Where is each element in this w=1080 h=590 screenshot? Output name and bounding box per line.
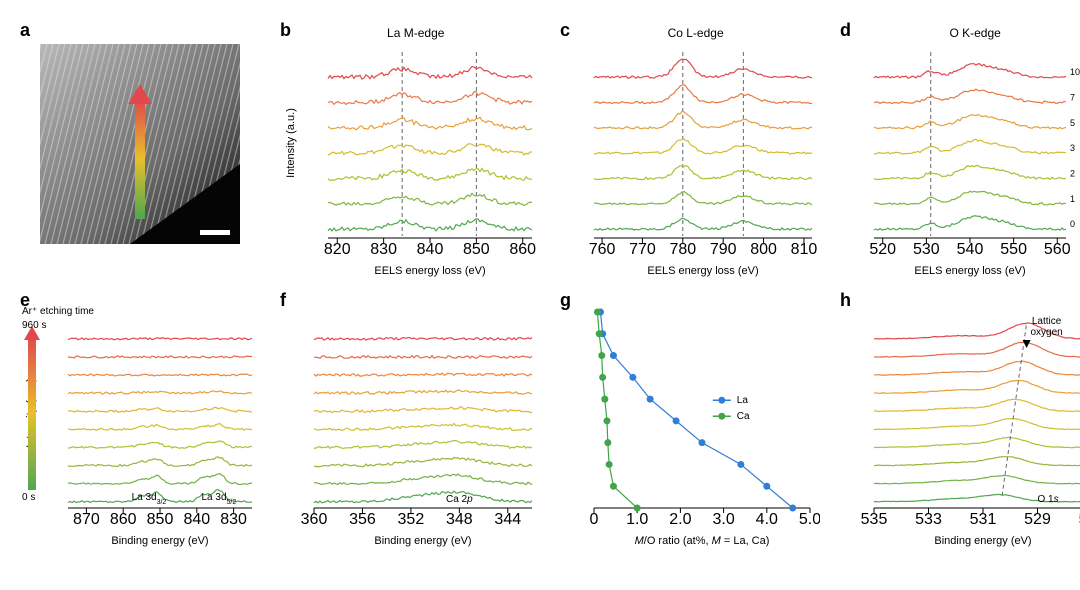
panel-b: b La M-edge 820 830 840 850 860 EELS energy l…	[280, 20, 540, 280]
panel-label-b: b	[280, 20, 291, 41]
svg-text:529: 529	[1024, 511, 1051, 528]
svg-text:3.0: 3.0	[712, 511, 734, 528]
svg-text:EELS energy loss (eV): EELS energy loss (eV)	[914, 265, 1025, 277]
svg-text:La 3d5/2: La 3d5/2	[201, 492, 236, 506]
svg-text:760: 760	[589, 241, 616, 258]
svg-text:830: 830	[220, 511, 247, 528]
svg-text:Ar⁺ etching time: Ar⁺ etching time	[22, 306, 94, 317]
svg-text:810: 810	[791, 241, 818, 258]
svg-text:2: 2	[1070, 168, 1075, 178]
svg-text:Ca 2p: Ca 2p	[446, 494, 473, 505]
svg-text:770: 770	[629, 241, 656, 258]
scale-bar	[200, 230, 230, 235]
svg-text:530: 530	[913, 241, 940, 258]
panel-a: a	[20, 20, 260, 280]
panel-h: h 535533531529527Binding energy (eV)Latt…	[840, 290, 1080, 550]
panel-label-e: e	[20, 290, 30, 311]
panel-label-d: d	[840, 20, 851, 41]
svg-text:EELS energy loss (eV): EELS energy loss (eV)	[647, 265, 758, 277]
svg-text:830: 830	[370, 241, 397, 258]
svg-text:520: 520	[869, 241, 896, 258]
svg-text:7: 7	[1070, 92, 1075, 102]
svg-text:Binding energy (eV): Binding energy (eV)	[374, 535, 471, 547]
svg-text:La: La	[737, 395, 749, 406]
svg-text:5: 5	[1070, 118, 1075, 128]
svg-text:La 3d3/2: La 3d3/2	[132, 492, 167, 506]
svg-text:840: 840	[183, 511, 210, 528]
svg-text:840: 840	[417, 241, 444, 258]
panel-f: f 360 356 352 348 344 Binding energy (eV) Ca 2…	[280, 290, 540, 550]
figure: a	[20, 20, 1060, 550]
svg-text:0 s: 0 s	[22, 492, 35, 503]
svg-text:850: 850	[463, 241, 490, 258]
panel-a-svg	[20, 20, 260, 280]
svg-text:960 s: 960 s	[22, 320, 46, 331]
svg-text:1: 1	[1070, 194, 1075, 204]
panel-f-svg: 360 356 352 348 344 Binding energy (eV) Ca 2p	[280, 290, 540, 550]
svg-text:531: 531	[970, 511, 997, 528]
depth-arrow	[135, 99, 145, 219]
svg-text:800: 800	[750, 241, 777, 258]
panel-g: g 0 1.0 2.0 3.0 4.0 5.0 M/O ratio (at%, M = La…	[560, 290, 820, 550]
panel-label-f: f	[280, 290, 286, 311]
panel-label-g: g	[560, 290, 571, 311]
panel-label-h: h	[840, 290, 851, 311]
panel-c: c Co L-edge 760 770 780 790 800 810 EELS energ…	[560, 20, 820, 280]
svg-text:10: 10	[1070, 67, 1080, 77]
panel-g-svg: 0 1.0 2.0 3.0 4.0 5.0 M/O ratio (at%, M = La, …	[560, 290, 820, 550]
svg-text:820: 820	[324, 241, 351, 258]
svg-text:540: 540	[957, 241, 984, 258]
svg-text:3: 3	[1070, 143, 1075, 153]
svg-text:348: 348	[446, 511, 473, 528]
panel-label-a: a	[20, 20, 30, 41]
svg-text:Binding energy (eV): Binding energy (eV)	[111, 535, 208, 547]
svg-text:860: 860	[509, 241, 536, 258]
panel-title-c: Co L-edge	[668, 26, 724, 40]
svg-text:0: 0	[590, 511, 599, 528]
svg-text:Latticeoxygen: Latticeoxygen	[1030, 316, 1062, 338]
svg-text:780: 780	[669, 241, 696, 258]
svg-text:560: 560	[1044, 241, 1071, 258]
svg-text:4.0: 4.0	[756, 511, 778, 528]
svg-text:356: 356	[349, 511, 376, 528]
svg-text:860: 860	[110, 511, 137, 528]
svg-text:Binding energy (eV): Binding energy (eV)	[934, 535, 1031, 547]
panel-title-b: La M-edge	[387, 26, 444, 40]
panel-d-svg: 520 530 540 550 560 EELS energy loss (eV) 0 1 2 3…	[840, 20, 1080, 280]
svg-text:790: 790	[710, 241, 737, 258]
svg-text:535: 535	[861, 511, 888, 528]
panel-d: d O K-edge 520530540550560EELS energy lo…	[840, 20, 1080, 280]
svg-text:870: 870	[73, 511, 100, 528]
panel-h-svg: 535533531529527Binding energy (eV)Lattic…	[840, 290, 1080, 550]
svg-text:0: 0	[1070, 219, 1075, 229]
panel-b-svg: 820 830 840 850 860 EELS energy loss (eV) Inte…	[280, 20, 540, 280]
svg-text:352: 352	[398, 511, 425, 528]
svg-text:550: 550	[1000, 241, 1027, 258]
svg-text:Intensity (a.u.): Intensity (a.u.)	[285, 108, 297, 178]
panel-title-d: O K-edge	[949, 26, 1000, 40]
panel-c-svg: 760 770 780 790 800 810 EELS energy loss (eV)	[560, 20, 820, 280]
svg-text:EELS energy loss (eV): EELS energy loss (eV)	[374, 265, 485, 277]
svg-text:344: 344	[494, 511, 521, 528]
panel-label-c: c	[560, 20, 570, 41]
svg-text:533: 533	[915, 511, 942, 528]
svg-text:360: 360	[301, 511, 328, 528]
svg-text:O 1s: O 1s	[1038, 494, 1059, 505]
svg-text:M/O ratio (at%, M = La, Ca): M/O ratio (at%, M = La, Ca)	[635, 535, 770, 547]
svg-text:2.0: 2.0	[669, 511, 691, 528]
panel-e-svg: 870860850840830Binding energy (eV)Intens…	[20, 290, 260, 550]
svg-text:850: 850	[147, 511, 174, 528]
svg-text:5.0: 5.0	[799, 511, 820, 528]
svg-text:1.0: 1.0	[626, 511, 648, 528]
panel-e: e 870860850840830Binding energy (eV)Inte…	[20, 290, 260, 550]
svg-text:Ca: Ca	[737, 411, 750, 422]
